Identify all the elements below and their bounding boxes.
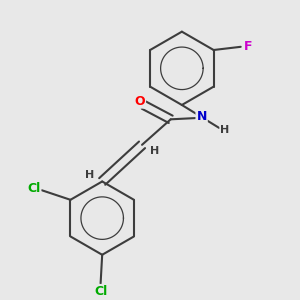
Text: H: H: [149, 146, 159, 156]
Text: H: H: [85, 170, 95, 180]
Text: N: N: [196, 110, 207, 123]
Text: Cl: Cl: [27, 182, 40, 195]
Text: O: O: [134, 95, 145, 108]
Text: H: H: [220, 124, 230, 134]
Text: F: F: [244, 40, 252, 53]
Text: Cl: Cl: [94, 285, 107, 298]
